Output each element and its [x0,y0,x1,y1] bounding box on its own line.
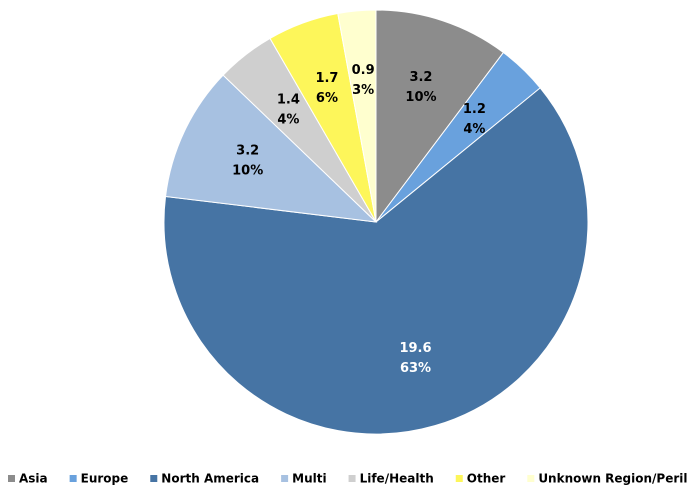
slice-value-label: 1.2 [463,102,486,117]
slice-percent-label: 4% [277,113,299,128]
slice-value-label: 1.7 [315,71,338,86]
pie-slice [375,9,505,224]
legend-swatch [527,475,535,482]
legend-label: Other [467,472,506,486]
legend-swatch [150,475,158,482]
slice-percent-label: 6% [316,91,338,106]
legend-swatch [455,475,463,482]
legend-label: Multi [292,472,326,486]
legend-swatch [69,475,77,482]
legend-label: Life/Health [360,472,434,486]
slice-percent-label: 10% [232,164,263,179]
pie-slice [163,87,589,435]
slice-value-label: 19.6 [399,341,431,356]
legend-swatch [281,475,289,482]
slice-percent-label: 3% [352,83,374,98]
slice-percent-label: 4% [463,122,485,137]
slice-value-label: 3.2 [409,70,432,85]
slice-value-label: 1.4 [277,93,300,108]
slice-value-label: 0.9 [352,63,375,78]
slice-percent-label: 10% [405,90,436,105]
legend-label: North America [161,472,259,486]
pie-slice [337,9,377,223]
legend-swatch [348,475,356,482]
legend-label: Europe [81,472,129,486]
slice-value-label: 3.2 [236,144,259,159]
pie-slice [164,74,378,223]
legend-label: Unknown Region/Peril [538,472,687,486]
legend-swatch [8,475,15,482]
legend-label: Asia [19,472,48,486]
slice-percent-label: 63% [400,361,431,376]
